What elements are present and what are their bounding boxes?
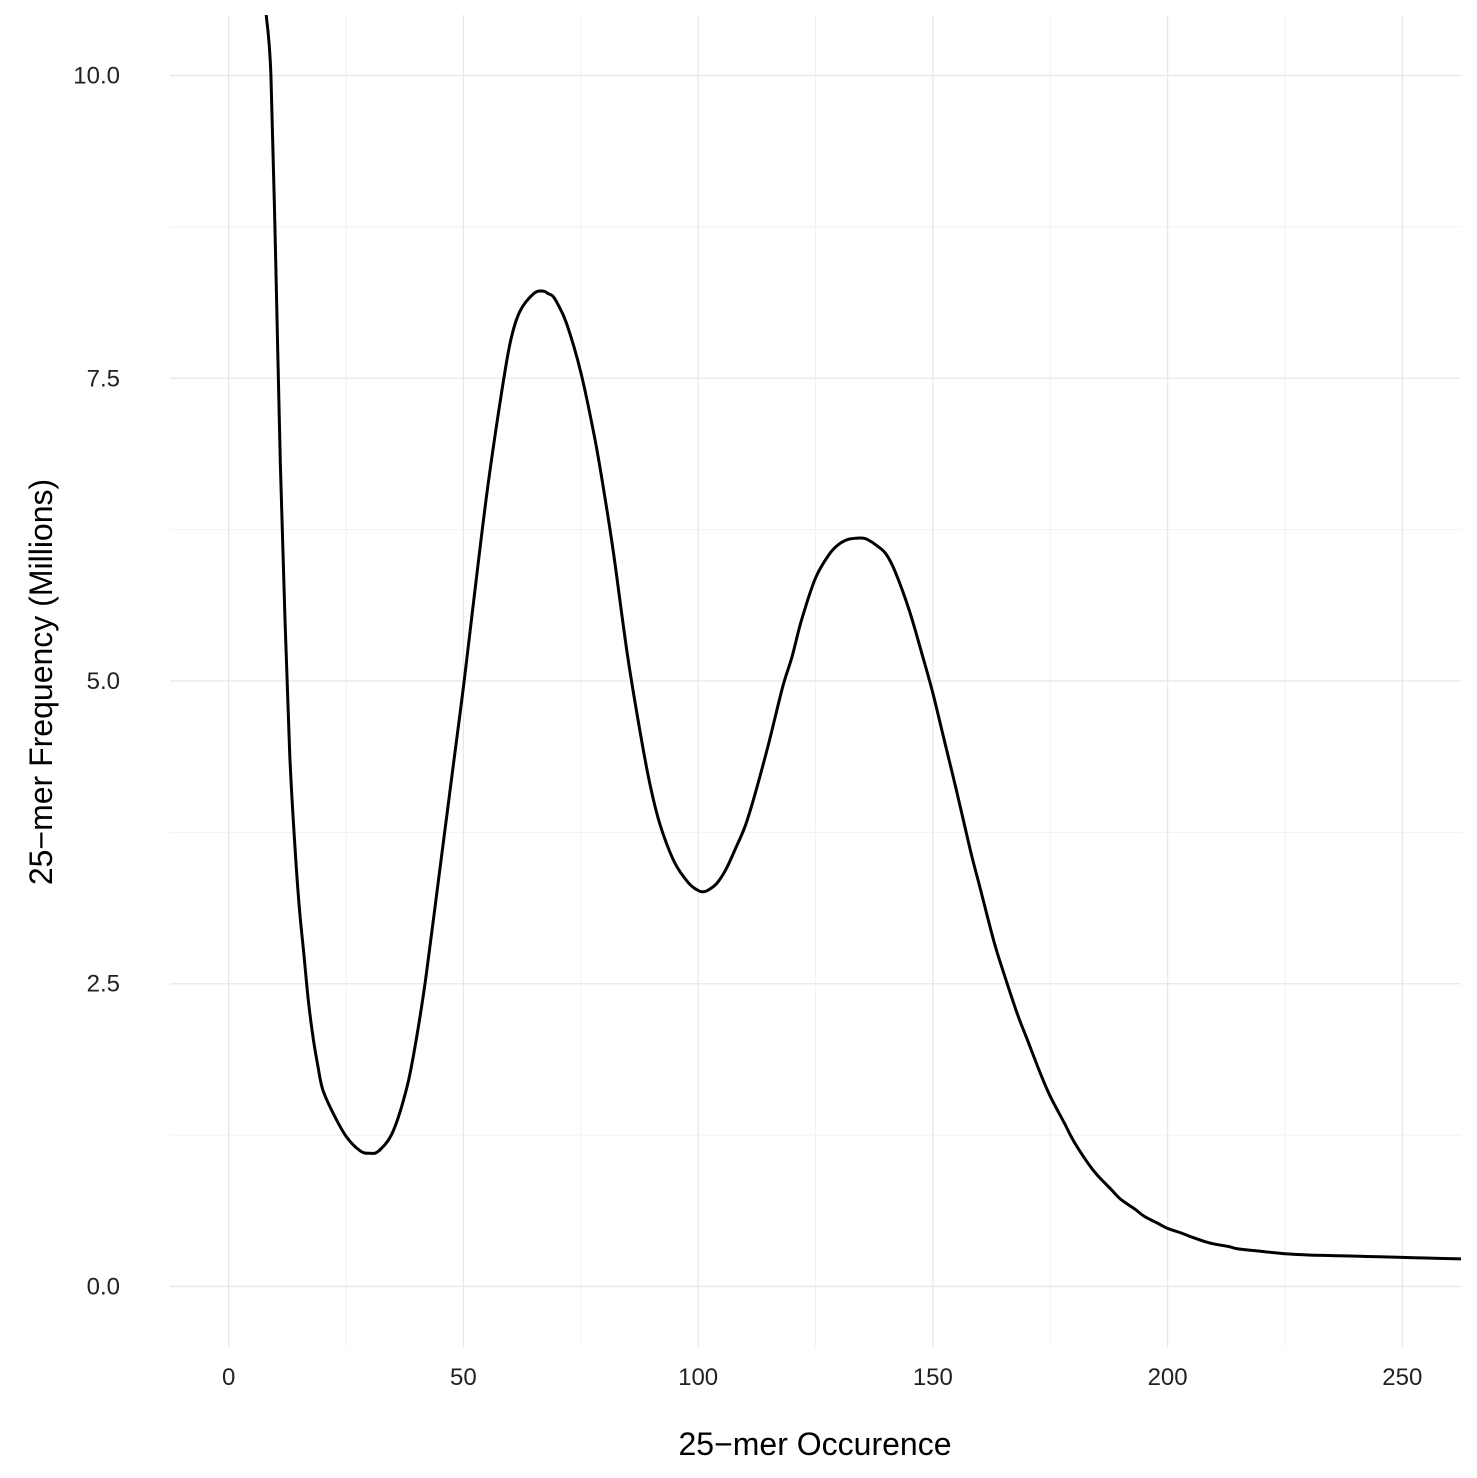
x-axis-ticks: 0 50 100 150 200 250	[222, 1364, 1422, 1391]
x-tick-label: 0	[222, 1364, 235, 1391]
x-tick-label: 250	[1382, 1364, 1422, 1391]
x-tick-label: 150	[913, 1364, 953, 1391]
x-axis-title: 25−mer Occurence	[678, 1426, 951, 1462]
y-tick-label: 10.0	[73, 63, 120, 90]
y-tick-label: 5.0	[87, 668, 120, 695]
grid	[170, 15, 1461, 1347]
x-tick-label: 100	[678, 1364, 718, 1391]
y-tick-label: 7.5	[87, 365, 120, 392]
series-layer	[264, 15, 1461, 1261]
frequency-series-line	[264, 15, 1461, 1261]
y-tick-label: 2.5	[87, 971, 120, 998]
y-tick-label: 0.0	[87, 1273, 120, 1300]
y-axis-title: 25−mer Frequency (Millions)	[23, 479, 59, 885]
x-tick-label: 50	[450, 1364, 477, 1391]
y-axis-ticks: 0.0 2.5 5.0 7.5 10.0	[73, 63, 120, 1301]
x-tick-label: 200	[1148, 1364, 1188, 1391]
